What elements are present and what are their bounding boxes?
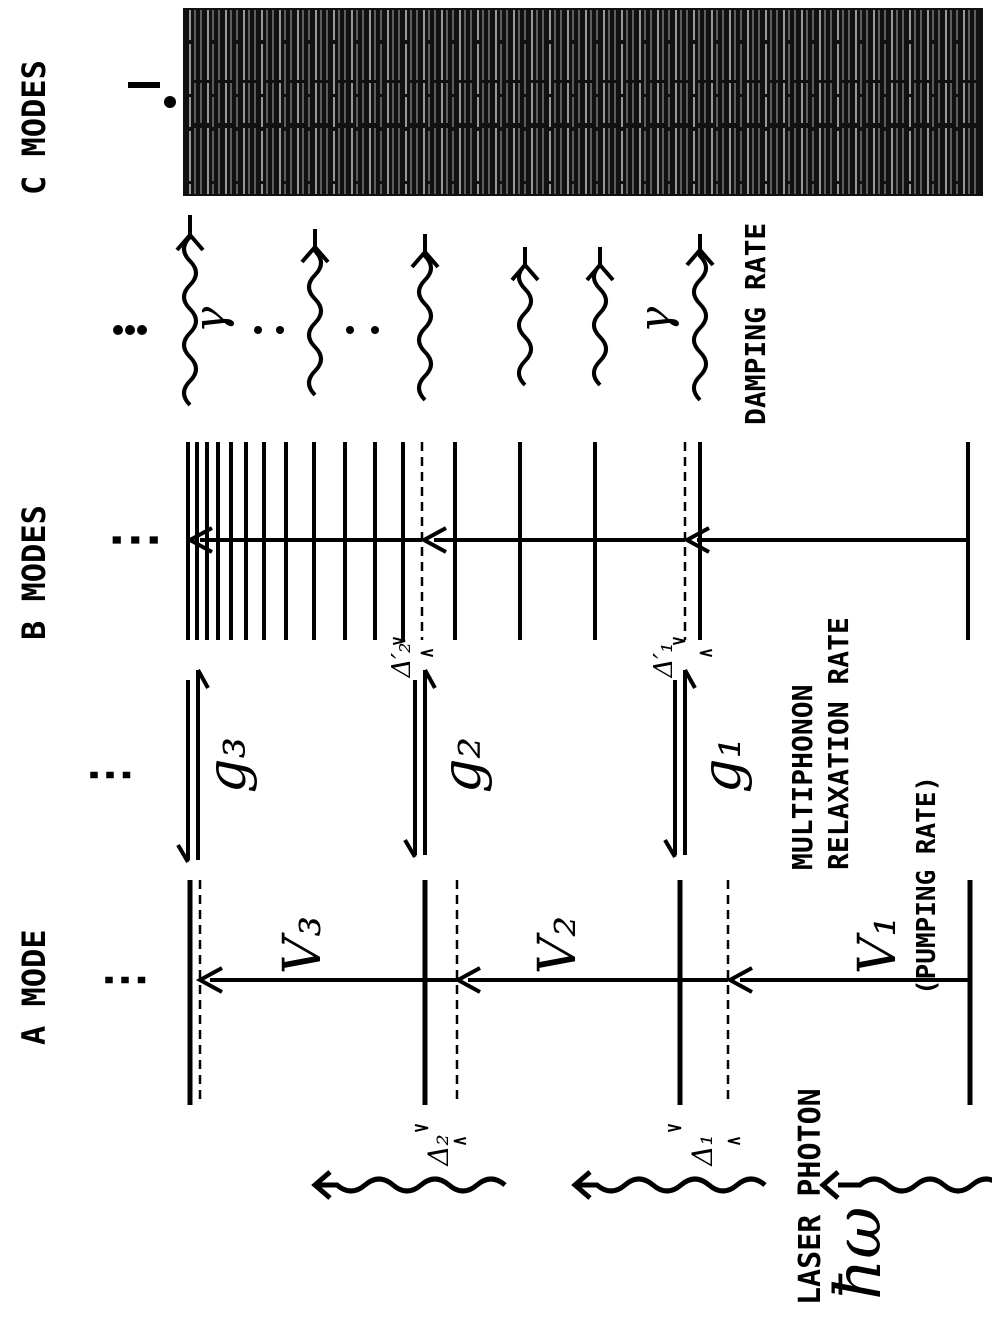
a-mode-levels bbox=[187, 880, 973, 1105]
damping-wave-icons bbox=[175, 215, 715, 407]
detuning-markers bbox=[414, 1124, 741, 1145]
c-mode-level-lines bbox=[189, 10, 976, 194]
a-mode-transition-arrows bbox=[195, 966, 970, 994]
g2-label: g₂ bbox=[430, 737, 493, 793]
multiphonon-label: MULTIPHONON bbox=[786, 685, 819, 870]
delta1-label: Δ₁ bbox=[686, 1134, 719, 1166]
relaxation-arrows bbox=[176, 669, 697, 864]
c-modes-ellipsis-bar bbox=[128, 82, 176, 108]
delta2-label: Δ₂ bbox=[422, 1134, 455, 1166]
v1-label: V₁ bbox=[848, 916, 908, 974]
hbar-omega-label: ħω bbox=[822, 1207, 896, 1300]
b-modes-ellipsis: ⋮ bbox=[102, 513, 165, 567]
g3-label: g₃ bbox=[195, 737, 258, 793]
v2-label: V₂ bbox=[528, 916, 588, 974]
b-modes-label: B MODES bbox=[15, 505, 53, 640]
delta2-prime-label: Δ′₂ bbox=[387, 642, 417, 678]
damping-ellipsis-dots bbox=[113, 325, 379, 335]
photon-wave-icons bbox=[311, 1170, 992, 1200]
gamma-label-top: γ bbox=[185, 306, 236, 333]
g-ellipsis: ⋮ bbox=[81, 751, 137, 799]
v3-label: V₃ bbox=[273, 916, 333, 974]
b-mode-transition-arrows bbox=[185, 526, 968, 554]
g1-label: g₁ bbox=[690, 737, 753, 793]
laser-photon-label: LASER PHOTON bbox=[793, 1088, 828, 1305]
c-modes-label: C MODES bbox=[15, 60, 53, 195]
b-detuning-markers bbox=[392, 637, 713, 657]
a-mode-label: A MODE bbox=[15, 929, 53, 1045]
delta1-prime-label: Δ′₁ bbox=[649, 642, 679, 678]
a-mode-ellipsis: ⋮ bbox=[96, 956, 152, 1004]
gamma-label-bottom: γ bbox=[630, 306, 681, 333]
damping-rate-label: DAMPING RATE bbox=[739, 223, 772, 425]
pumping-rate-label: (PUMPING RATE) bbox=[912, 776, 942, 995]
relaxation-rate-label: RELAXATION RATE bbox=[822, 617, 855, 870]
